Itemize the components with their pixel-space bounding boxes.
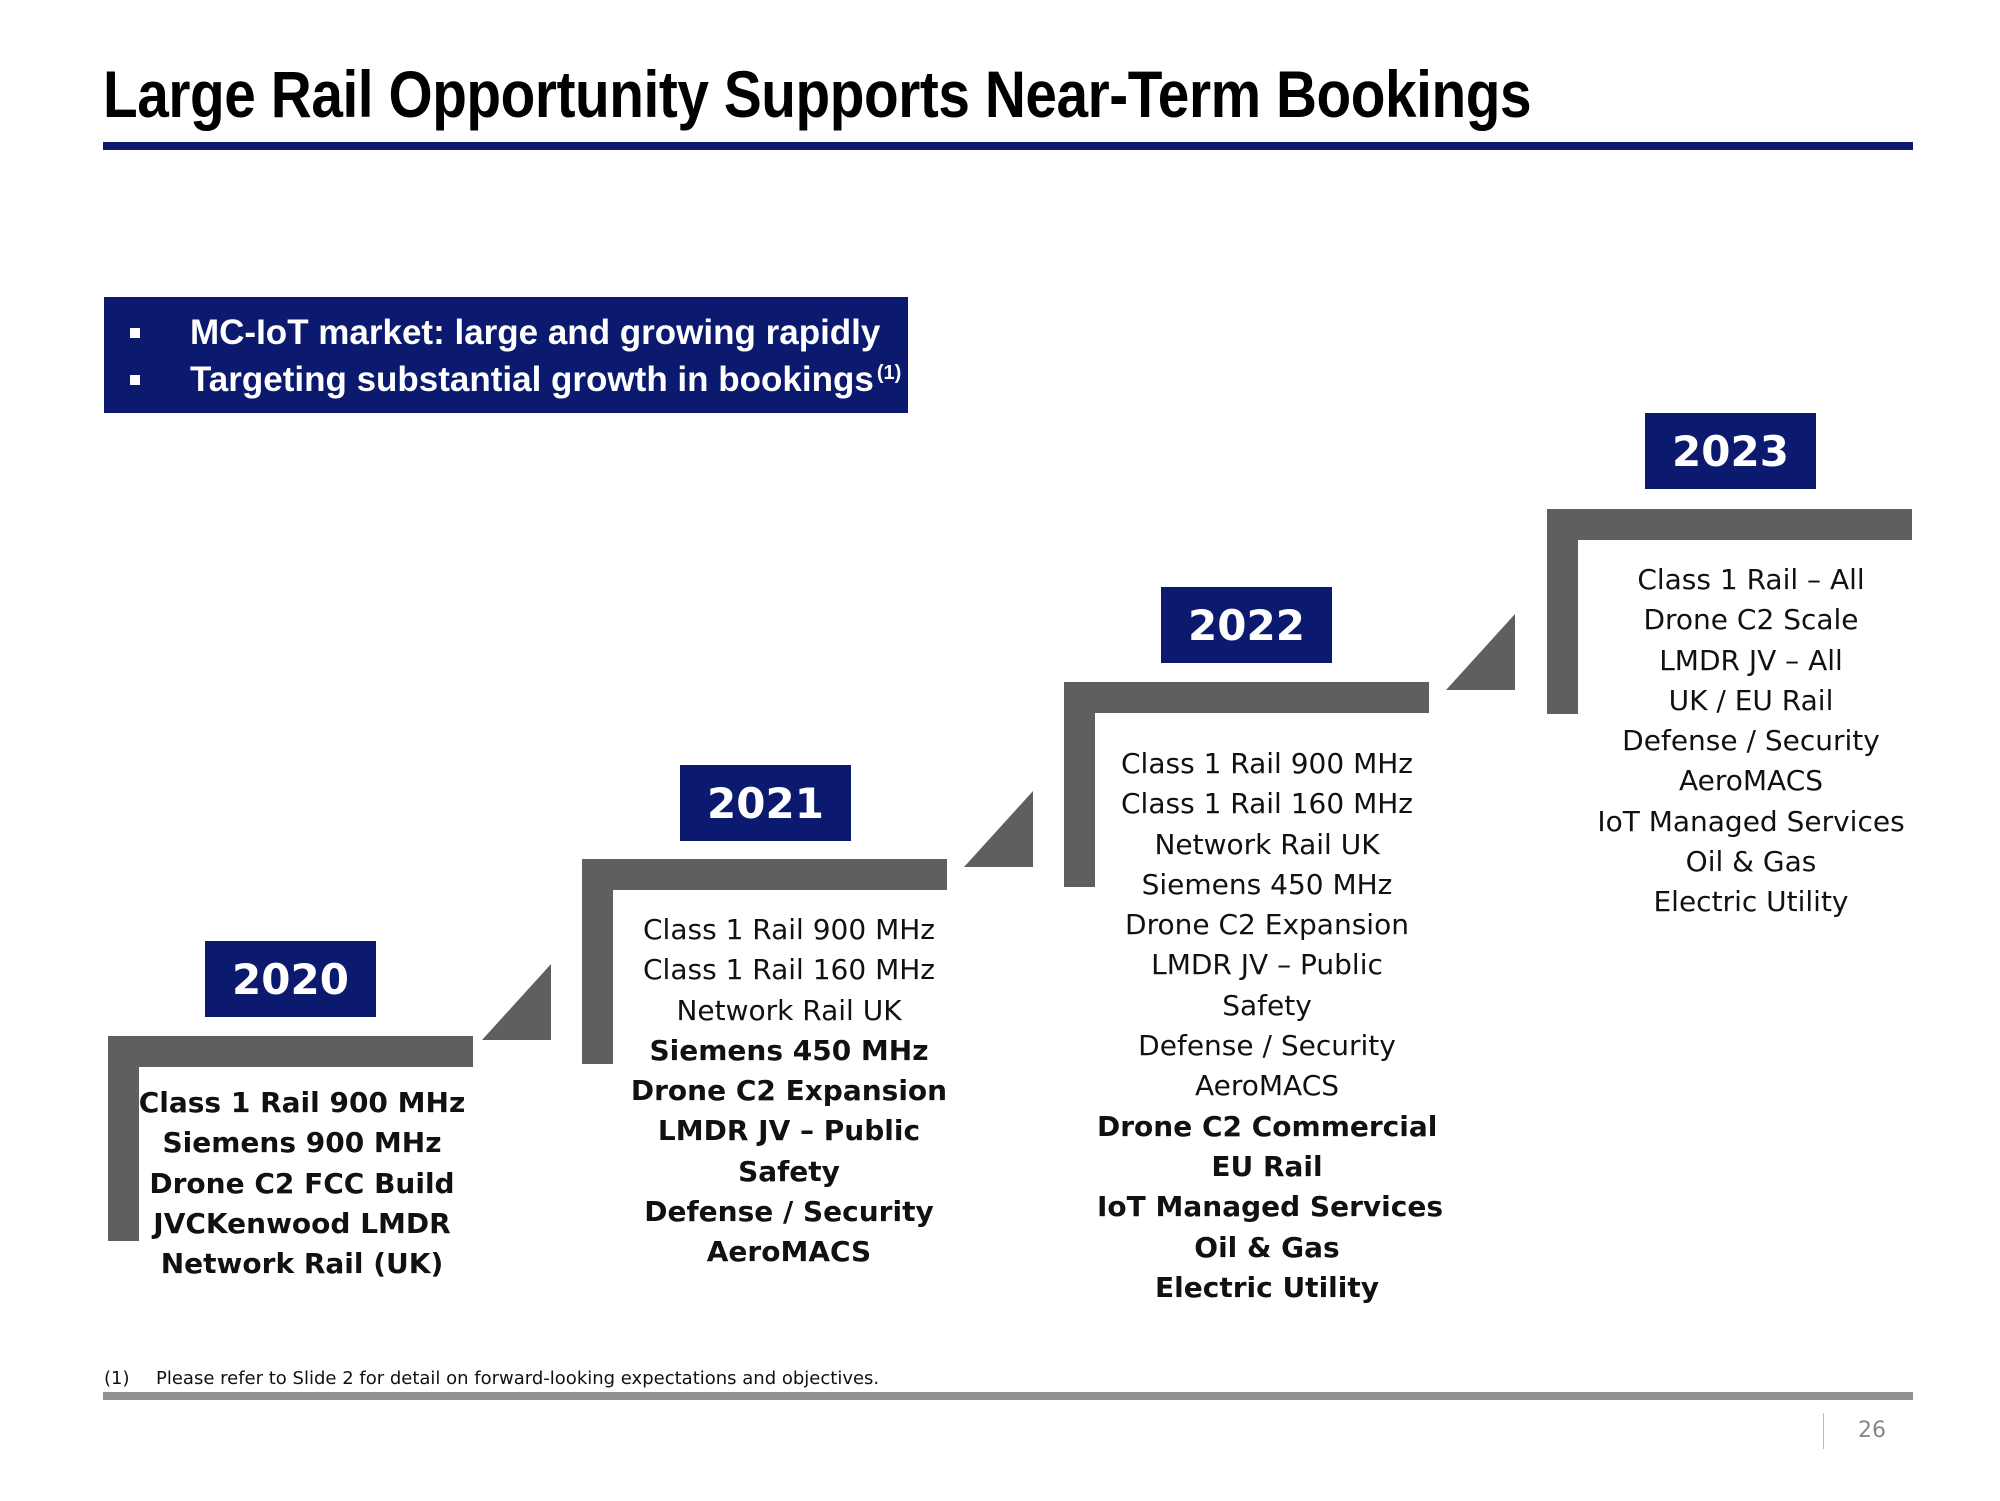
footnote: (1) Please refer to Slide 2 for detail on… xyxy=(104,1368,879,1389)
step-arrow-triangle-icon xyxy=(482,964,551,1040)
step-bar-vertical xyxy=(1547,509,1578,714)
footnote-ref: (1) xyxy=(876,362,902,384)
step-item: LMDR JV – Public xyxy=(657,1114,921,1148)
step-item: Drone C2 Expansion xyxy=(630,1074,948,1108)
step-item: AeroMACS xyxy=(706,1235,872,1269)
step-item-list: Class 1 Rail 900 MHz Class 1 Rail 160 MHz… xyxy=(1097,744,1443,1308)
step-item: Network Rail UK xyxy=(1154,827,1380,861)
step-item: Electric Utility xyxy=(1155,1270,1379,1304)
step-item: EU Rail xyxy=(1211,1149,1323,1183)
bullet-item: Targeting substantial growth in bookings… xyxy=(124,356,908,403)
step-bar-horizontal xyxy=(1064,682,1429,713)
step-item: Class 1 Rail 900 MHz xyxy=(1121,747,1413,780)
bullet-text: Targeting substantial growth in bookings xyxy=(190,359,874,399)
step-item: LMDR JV – All xyxy=(1659,643,1843,677)
step-bar-horizontal xyxy=(108,1036,473,1067)
step-item: Oil & Gas xyxy=(1194,1230,1340,1264)
step-item: Defense / Security xyxy=(1138,1029,1396,1063)
footnote-text: Please refer to Slide 2 for detail on fo… xyxy=(156,1368,880,1389)
step-item: Safety xyxy=(738,1154,840,1188)
step-arrow-triangle-icon xyxy=(964,791,1033,867)
step-item-list: Class 1 Rail 900 MHz Class 1 Rail 160 MHz… xyxy=(619,910,959,1273)
year-label: 2022 xyxy=(1161,587,1332,663)
step-item: Siemens 450 MHz xyxy=(1141,867,1393,901)
step-item: Drone C2 Scale xyxy=(1643,603,1859,637)
step-arrow-triangle-icon xyxy=(1446,614,1515,690)
step-item: Safety xyxy=(1222,988,1312,1022)
step-item: Electric Utility xyxy=(1653,885,1849,919)
step-item: UK / EU Rail xyxy=(1668,683,1834,717)
step-item: Drone C2 Commercial xyxy=(1097,1109,1438,1143)
step-item: AeroMACS xyxy=(1678,764,1824,798)
step-item: IoT Managed Services xyxy=(1097,1190,1443,1224)
step-item: Oil & Gas xyxy=(1685,845,1817,879)
step-item: Class 1 Rail 160 MHz xyxy=(643,953,935,987)
step-item: Class 1 Rail – All xyxy=(1637,563,1865,596)
title-underline xyxy=(103,142,1913,150)
step-item: Defense / Security xyxy=(644,1195,934,1229)
step-item: Network Rail (UK) xyxy=(160,1247,444,1281)
step-item: Class 1 Rail 900 MHz xyxy=(138,1086,466,1119)
step-item: Siemens 900 MHz xyxy=(162,1126,442,1160)
bullet-item: MC-IoT market: large and growing rapidly xyxy=(124,309,908,356)
step-item: AeroMACS xyxy=(1194,1069,1340,1103)
step-item: Drone C2 Expansion xyxy=(1125,908,1409,942)
step-bar-horizontal xyxy=(1547,509,1912,540)
step-item: Defense / Security xyxy=(1622,724,1880,758)
step-bar-vertical xyxy=(1064,682,1095,887)
step-bar-vertical xyxy=(582,859,613,1064)
page-number: 26 xyxy=(1858,1418,1886,1443)
year-label: 2020 xyxy=(205,941,376,1017)
square-bullet-icon xyxy=(130,374,140,385)
step-item-list: Class 1 Rail 900 MHz Siemens 900 MHz Drone… xyxy=(132,1083,472,1284)
step-item: Network Rail UK xyxy=(676,993,902,1027)
step-item: Drone C2 FCC Build xyxy=(149,1166,455,1200)
year-label: 2021 xyxy=(680,765,851,841)
key-points-box: MC-IoT market: large and growing rapidly… xyxy=(104,297,908,413)
step-bar-horizontal xyxy=(582,859,947,890)
square-bullet-icon xyxy=(130,327,140,338)
footer-rule xyxy=(103,1392,1913,1400)
slide-title: Large Rail Opportunity Supports Near-Ter… xyxy=(103,57,1532,131)
step-item: Siemens 450 MHz xyxy=(649,1033,929,1067)
step-item: Class 1 Rail 900 MHz xyxy=(643,913,935,946)
step-item: Class 1 Rail 160 MHz xyxy=(1121,787,1413,821)
page-number-divider xyxy=(1823,1413,1824,1449)
year-label: 2023 xyxy=(1645,413,1816,489)
footnote-marker: (1) xyxy=(104,1368,130,1389)
step-item: LMDR JV – Public xyxy=(1151,948,1383,982)
step-item: IoT Managed Services xyxy=(1597,804,1905,838)
step-item-list: Class 1 Rail – All Drone C2 Scale LMDR JV … xyxy=(1581,560,1921,923)
bullet-text: MC-IoT market: large and growing rapidly xyxy=(190,312,881,352)
step-item: JVCKenwood LMDR xyxy=(153,1206,451,1240)
step-bar-vertical xyxy=(108,1036,139,1241)
